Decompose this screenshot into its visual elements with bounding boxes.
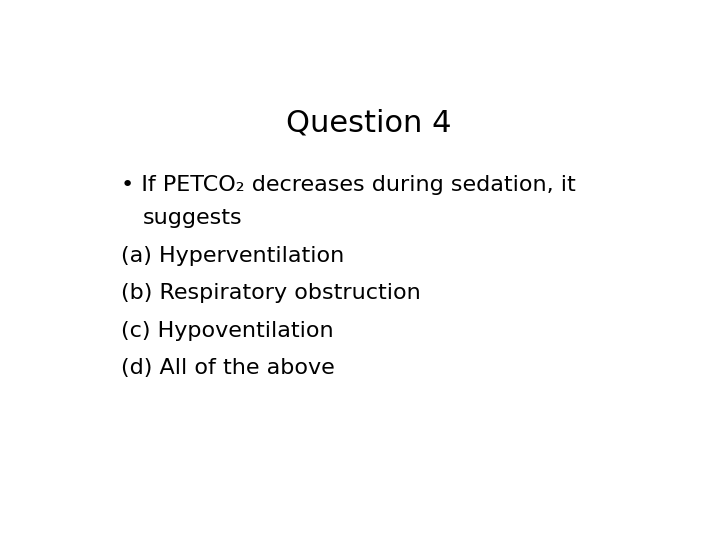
Text: Question 4: Question 4 [287, 109, 451, 138]
Text: • If PETCO₂ decreases during sedation, it: • If PETCO₂ decreases during sedation, i… [121, 175, 575, 195]
Text: (c) Hypoventilation: (c) Hypoventilation [121, 321, 333, 341]
Text: (d) All of the above: (d) All of the above [121, 358, 334, 378]
Text: (a) Hyperventilation: (a) Hyperventilation [121, 246, 344, 266]
Text: (b) Respiratory obstruction: (b) Respiratory obstruction [121, 283, 420, 303]
Text: suggests: suggests [143, 208, 243, 228]
